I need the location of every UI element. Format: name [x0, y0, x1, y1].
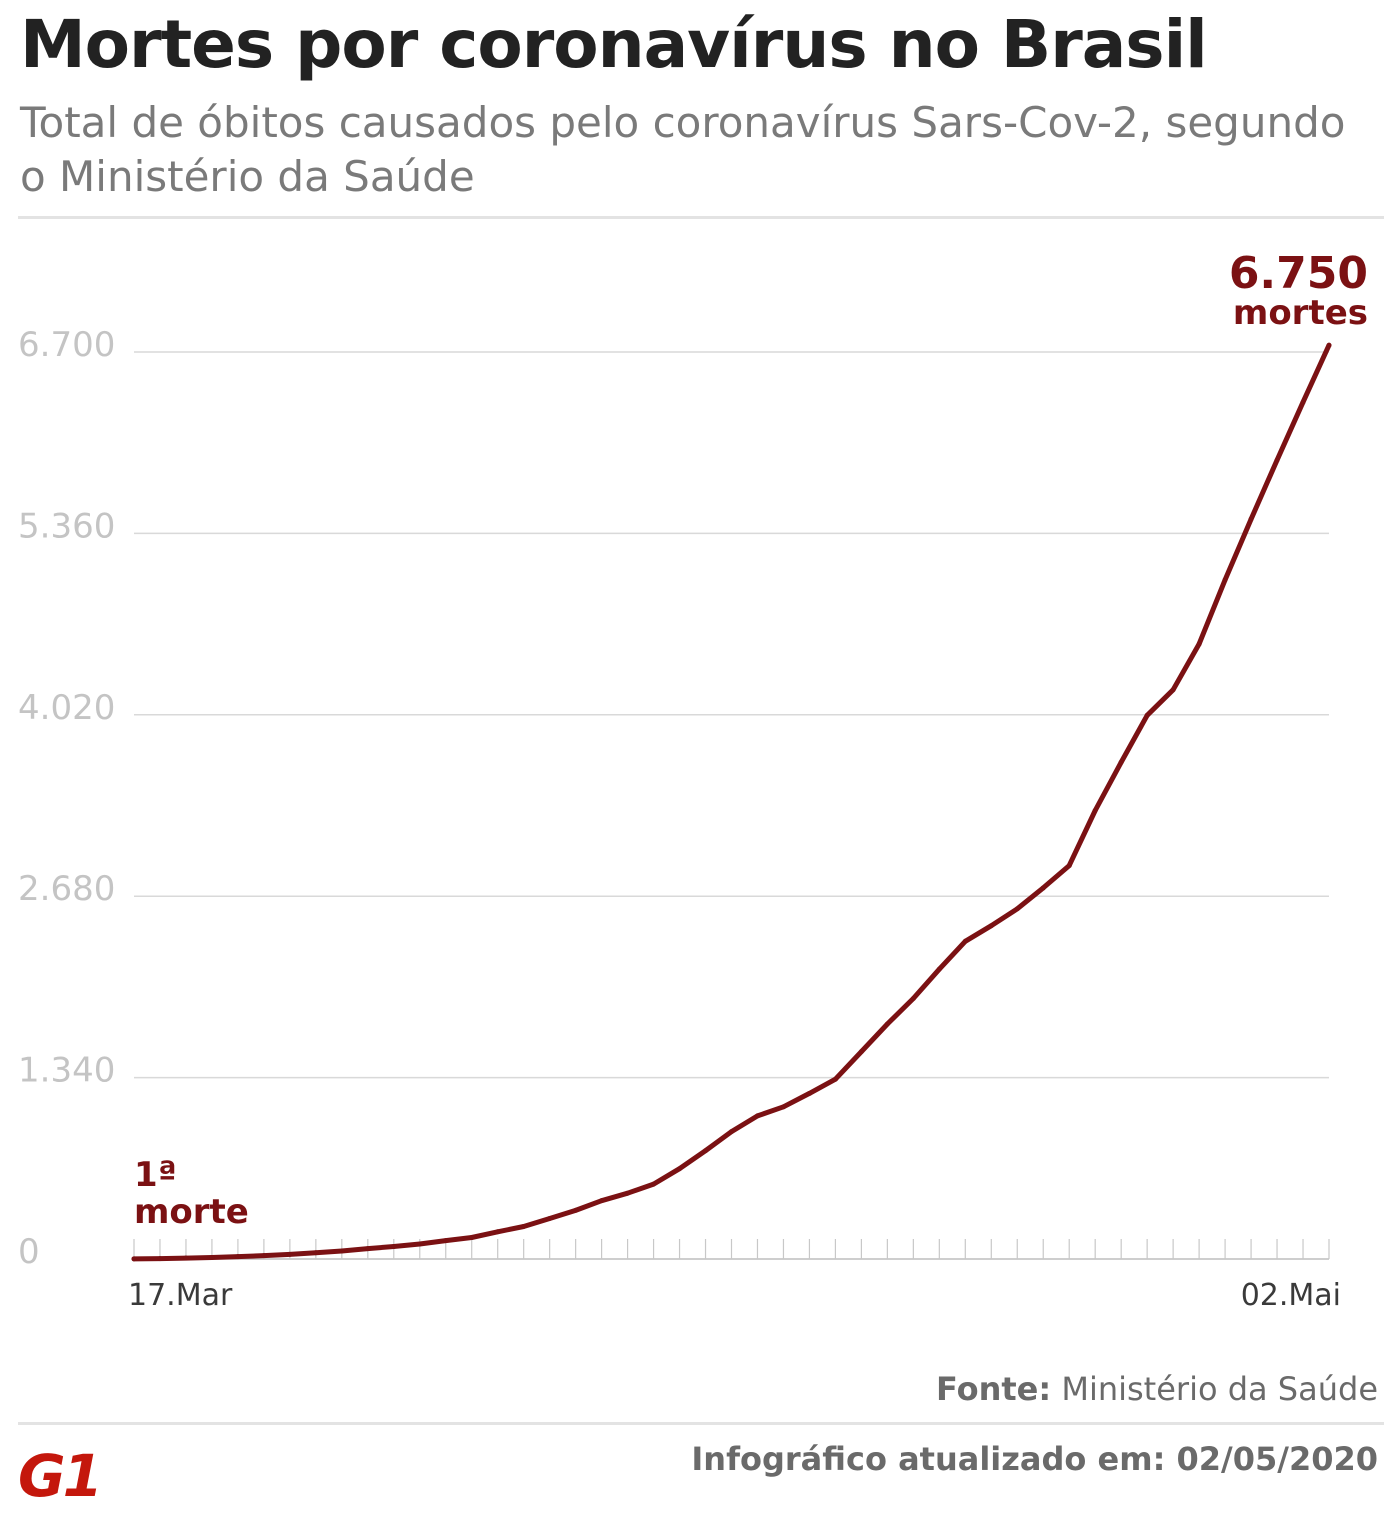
data-point [495, 1229, 501, 1235]
data-point [988, 923, 994, 929]
x-label-end: 02.Mai [1241, 1278, 1341, 1313]
data-point [365, 1246, 371, 1252]
data-point [1014, 906, 1020, 912]
data-point [547, 1216, 553, 1222]
y-tick-label: 4.020 [18, 688, 115, 728]
data-point [235, 1254, 241, 1260]
data-point [1066, 863, 1072, 869]
line-chart: 0 1.340 2.680 4.020 5.360 6.700 17.Mar 02.Mai… [18, 248, 1368, 1313]
data-point [469, 1234, 475, 1240]
page-subtitle: Total de óbitos causados pelo coronavíru… [20, 98, 1346, 201]
data-point [261, 1253, 267, 1259]
data-point [1144, 712, 1150, 718]
data-point [1222, 577, 1228, 583]
first-death-annotation-line1: 1ª [134, 1155, 177, 1195]
data-point [884, 1021, 890, 1027]
data-point [391, 1244, 397, 1250]
data-point [754, 1113, 760, 1119]
data-point [1118, 759, 1124, 765]
data-point [1092, 808, 1098, 814]
data-point [157, 1256, 163, 1262]
data-point [858, 1049, 864, 1055]
data-point [1196, 641, 1202, 647]
data-point [729, 1129, 734, 1135]
data-point [443, 1238, 449, 1244]
data-point [962, 938, 968, 944]
source-note: Fonte: Ministério da Saúde [936, 1370, 1378, 1408]
data-point [313, 1250, 319, 1256]
header-divider [18, 216, 1384, 219]
data-point [1300, 399, 1306, 405]
grid-layer [134, 351, 1329, 1260]
data-point [651, 1181, 657, 1187]
page-title: Mortes por coronavírus no Brasil [20, 6, 1208, 83]
data-point [417, 1241, 423, 1247]
source-name: Ministério da Saúde [1061, 1370, 1378, 1408]
data-point [910, 996, 916, 1002]
data-point [936, 966, 942, 972]
data-point [339, 1248, 345, 1254]
g1-logo: G1 [18, 1444, 103, 1506]
y-tick-label: 5.360 [18, 506, 115, 546]
last-value-unit: mortes [1233, 293, 1368, 333]
data-point [1326, 342, 1332, 348]
y-axis-labels: 0 1.340 2.680 4.020 5.360 6.700 [18, 325, 115, 1272]
source-label: Fonte: [936, 1370, 1052, 1408]
data-point [625, 1190, 631, 1196]
data-point [521, 1224, 527, 1230]
data-point [832, 1076, 838, 1082]
data-point [573, 1207, 579, 1213]
data-point [1274, 457, 1280, 463]
y-tick-label: 2.680 [18, 869, 115, 909]
data-point [780, 1104, 786, 1110]
data-point [677, 1166, 683, 1172]
data-point [806, 1090, 812, 1096]
x-label-start: 17.Mar [128, 1278, 233, 1313]
data-point [1040, 885, 1046, 891]
y-tick-label: 0 [18, 1232, 40, 1272]
data-point [287, 1251, 293, 1257]
data-point [1248, 516, 1254, 522]
update-note: Infográfico atualizado em: 02/05/2020 [691, 1440, 1378, 1478]
data-point [599, 1198, 605, 1204]
last-value-annotation: 6.750 [1229, 248, 1368, 299]
data-point [703, 1148, 709, 1154]
g1-logo-text: G1 [18, 1444, 100, 1506]
x-axis-ticks [133, 1239, 1330, 1259]
y-tick-label: 6.700 [18, 325, 115, 365]
data-points [131, 342, 1332, 1262]
first-death-annotation-line2: morte [134, 1192, 249, 1232]
footer-divider [18, 1422, 1384, 1425]
y-tick-label: 1.340 [18, 1051, 115, 1091]
deaths-series-line [131, 342, 1332, 1262]
data-point [183, 1255, 189, 1261]
data-point [1170, 687, 1176, 693]
data-point [131, 1256, 137, 1262]
data-point [209, 1255, 215, 1261]
